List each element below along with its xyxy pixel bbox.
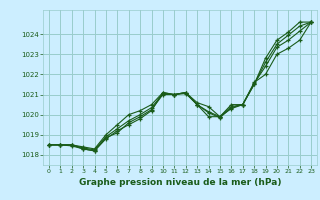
X-axis label: Graphe pression niveau de la mer (hPa): Graphe pression niveau de la mer (hPa) [79, 178, 281, 187]
